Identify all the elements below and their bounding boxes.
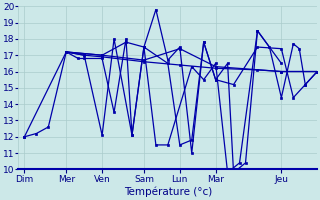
X-axis label: Température (°c): Température (°c) (124, 187, 212, 197)
